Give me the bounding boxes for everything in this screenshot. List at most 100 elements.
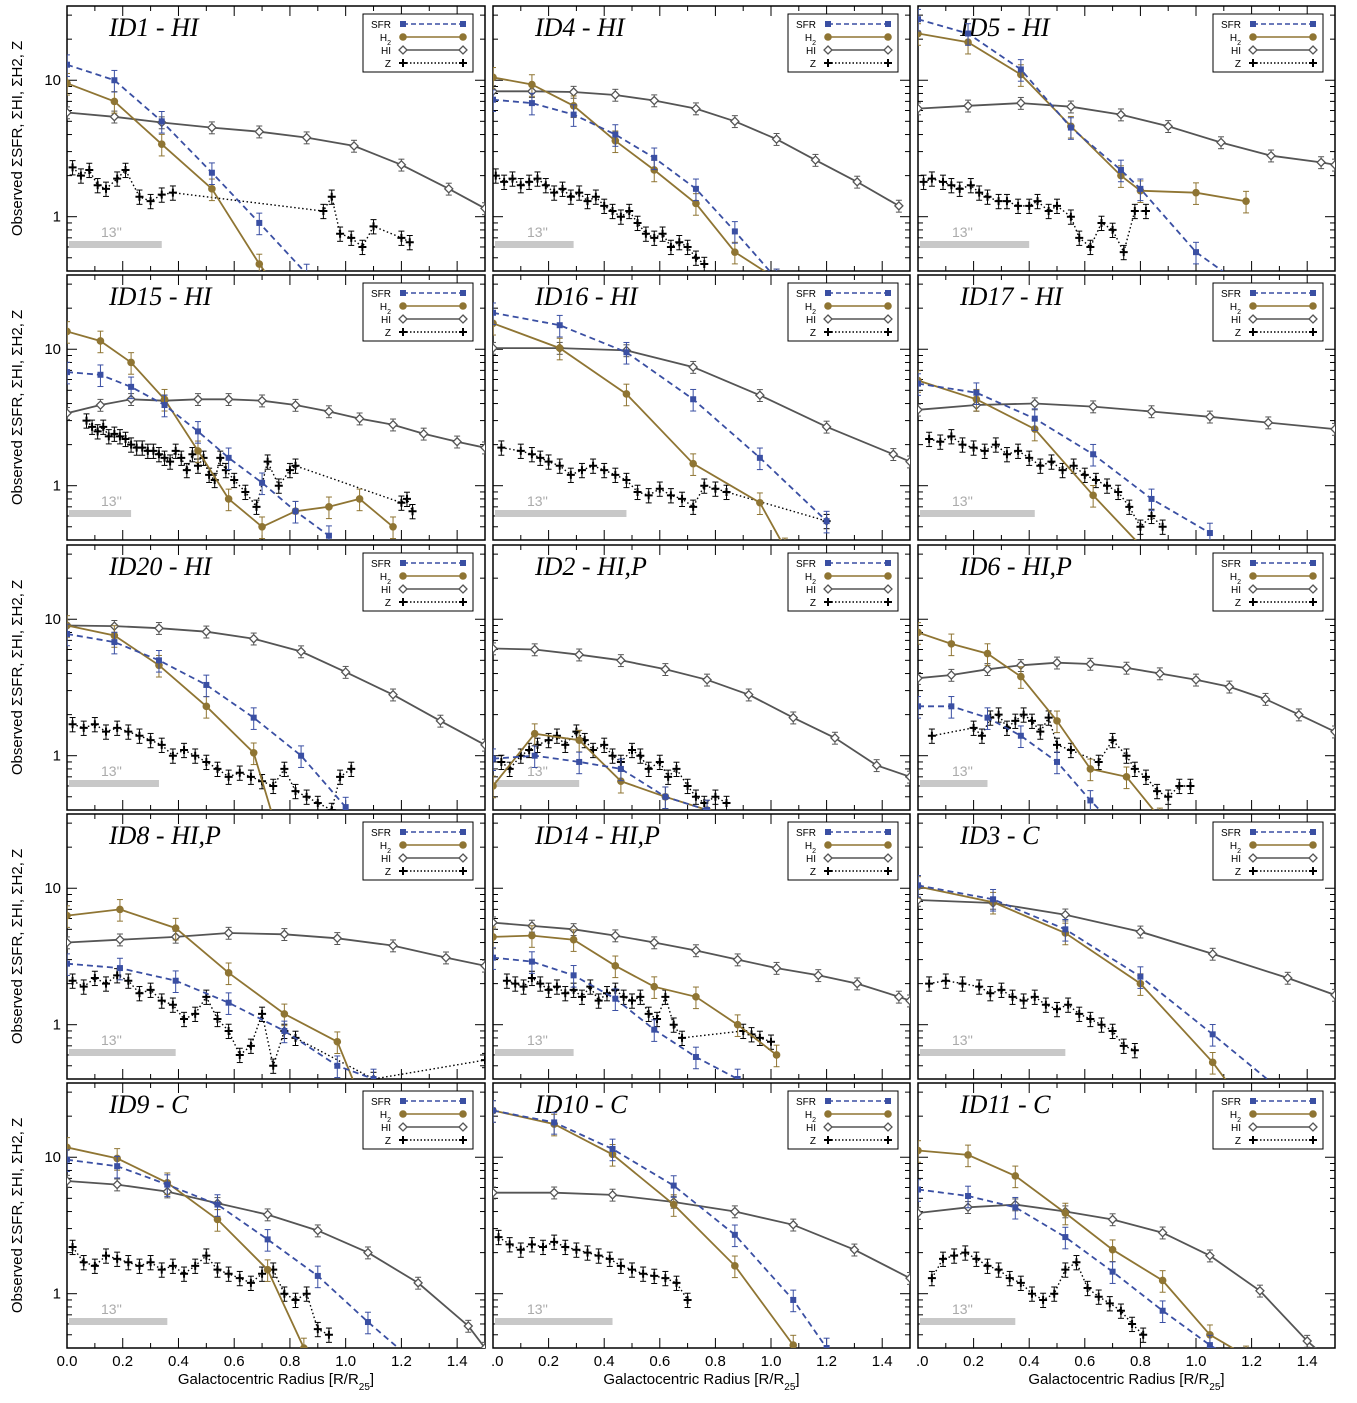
marker-z-8 (1016, 1278, 1025, 1287)
marker-hi-legend-b (458, 314, 468, 324)
marker-z-8 (127, 440, 136, 449)
marker-hi-9 (1331, 1361, 1339, 1369)
marker-z-1 (511, 979, 520, 988)
marker-z-8 (157, 1265, 166, 1274)
marker-sfr-3 (670, 1182, 677, 1189)
marker-z-15 (1066, 212, 1075, 221)
marker-hi-9 (1224, 681, 1235, 692)
marker-hi-2 (1015, 98, 1026, 109)
marker-z-1 (939, 1254, 948, 1263)
series-line-hi (918, 102, 1335, 166)
marker-hi-9 (354, 413, 365, 424)
marker-z-15 (666, 491, 675, 500)
panel-title: ID20 - HI (108, 552, 213, 581)
marker-hi-legend-b (1308, 853, 1318, 863)
panel-title: ID6 - HI,P (959, 552, 1072, 581)
marker-hi-10 (905, 771, 910, 782)
marker-z-7 (550, 188, 559, 197)
marker-h2-legend-a (1249, 302, 1257, 310)
legend-label-h2: H2 (805, 1110, 816, 1124)
marker-z-12 (1066, 746, 1075, 755)
marker-hi-5 (332, 933, 343, 944)
marker-z-17 (689, 502, 698, 511)
marker-h2-0 (918, 628, 922, 637)
marker-sfr-4 (194, 428, 201, 435)
marker-z-15 (166, 457, 175, 466)
legend-label-h2: H2 (380, 1110, 391, 1124)
marker-z-14 (224, 772, 233, 781)
marker-z-14 (655, 484, 664, 493)
marker-sfr-4 (1148, 495, 1155, 502)
legend-label-h2: H2 (1230, 33, 1241, 47)
marker-hi-4 (1052, 657, 1062, 668)
marker-z-11 (1050, 1289, 1059, 1298)
legend-label-z: Z (385, 328, 391, 339)
series-line-hi (493, 1191, 910, 1280)
series-line-h2 (493, 1109, 794, 1346)
marker-hi-0 (918, 673, 923, 684)
marker-hi-9 (480, 203, 485, 214)
marker-z-18 (1125, 502, 1134, 511)
marker-hi-6 (1330, 990, 1335, 1000)
x-axis-label-sub: 25 (784, 1382, 796, 1393)
marker-sfr-0 (493, 309, 496, 316)
marker-z-5 (555, 461, 564, 470)
marker-h2-legend-a (1249, 1110, 1257, 1118)
marker-z-8 (1027, 716, 1036, 725)
marker-sfr-4 (256, 219, 263, 226)
marker-sfr-1 (528, 100, 535, 107)
marker-z-20 (722, 487, 731, 496)
marker-hi-3 (610, 930, 621, 941)
marker-hi-6 (1121, 662, 1132, 673)
marker-h2-3 (202, 702, 211, 711)
marker-hi-1 (529, 644, 540, 655)
marker-z-29 (263, 457, 272, 466)
marker-z-17 (644, 1009, 653, 1018)
marker-sfr-7 (292, 508, 299, 515)
series-line-hi (67, 398, 485, 449)
marker-hi-6 (743, 689, 754, 700)
marker-z-14 (1083, 1284, 1092, 1293)
marker-z-8 (589, 461, 598, 470)
marker-hi-11 (905, 995, 910, 1006)
marker-sfr-0 (67, 630, 70, 637)
marker-hi-9 (871, 760, 882, 771)
marker-sfr-3 (612, 995, 619, 1002)
legend-label-sfr: SFR (371, 20, 391, 31)
marker-hi-7 (905, 1273, 910, 1284)
marker-z-25 (347, 764, 356, 773)
series-line-h2 (918, 885, 1227, 1079)
marker-hi-legend-b (458, 584, 468, 594)
marker-h2-legend-b (1309, 572, 1317, 580)
marker-z-2 (958, 979, 967, 988)
marker-sfr-1 (116, 965, 123, 972)
marker-z-legend-b (1309, 867, 1317, 875)
legend-sub: 2 (812, 579, 816, 586)
marker-z-6 (121, 165, 130, 174)
marker-hi-5 (1204, 411, 1215, 422)
marker-hi-legend-b (883, 1122, 893, 1132)
marker-z-3 (516, 181, 525, 190)
marker-z-6 (566, 470, 575, 479)
marker-hi-legend-a (398, 853, 408, 863)
marker-z-1 (505, 1240, 514, 1249)
marker-z-35 (408, 507, 417, 516)
marker-z-10 (168, 188, 177, 197)
beam-bar (495, 780, 580, 787)
beam-label: 13'' (527, 224, 548, 240)
marker-z-legend-a (824, 59, 832, 67)
series-line-sfr (493, 98, 771, 271)
marker-hi-4 (1207, 949, 1218, 959)
marker-hi-6 (340, 667, 351, 677)
series-line-sfr (918, 18, 1224, 271)
marker-h2-legend-b (1309, 302, 1317, 310)
marker-z-10 (138, 443, 147, 452)
marker-hi-3 (688, 362, 699, 373)
marker-z-27 (241, 487, 250, 496)
marker-sfr-legend-a (400, 560, 406, 566)
marker-hi-5 (223, 394, 234, 405)
marker-hi-7 (1330, 424, 1335, 434)
marker-h2-0 (493, 933, 497, 941)
marker-z-0 (68, 720, 77, 729)
